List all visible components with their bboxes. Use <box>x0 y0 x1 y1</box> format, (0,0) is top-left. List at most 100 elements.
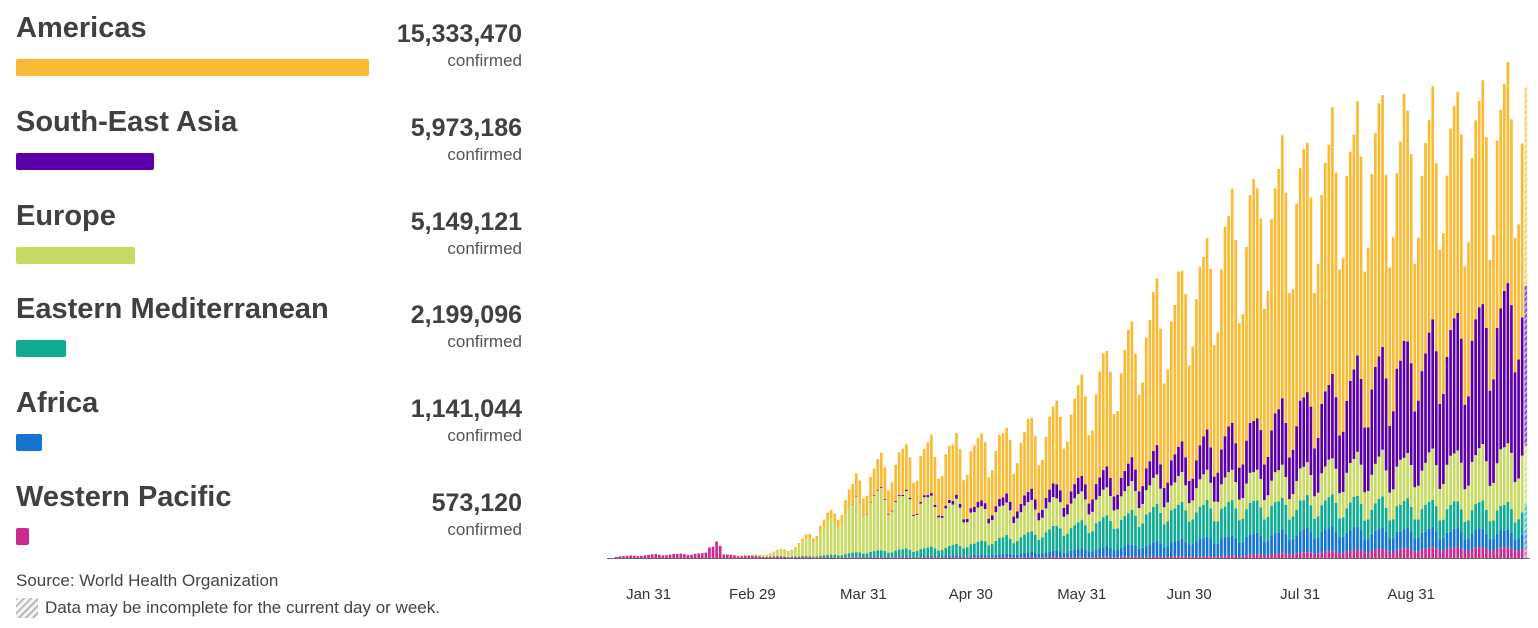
bar-segment <box>808 556 812 558</box>
bar-segment <box>1270 554 1273 558</box>
bar-segment <box>1377 456 1381 499</box>
bar-segment <box>858 557 862 558</box>
bar-segment <box>1098 477 1102 496</box>
bar-segment <box>951 444 955 501</box>
bar-segment <box>1130 556 1134 558</box>
bar-segment <box>1413 538 1417 552</box>
bar-segment <box>1284 553 1288 558</box>
bar-segment <box>933 556 937 558</box>
bar-segment <box>1345 400 1349 473</box>
bar-segment <box>1273 533 1277 555</box>
bar-segment <box>1012 554 1016 558</box>
bar-segment <box>1184 556 1187 558</box>
bar-segment <box>1091 551 1094 558</box>
bar-segment <box>1477 502 1481 529</box>
bar-segment <box>1248 422 1252 473</box>
bar-segment <box>1202 436 1205 475</box>
bar-segment <box>1366 490 1370 520</box>
bar-segment <box>1137 508 1141 527</box>
bar-segment <box>1159 512 1162 544</box>
bar-segment <box>811 556 815 558</box>
bar-segment <box>844 554 847 558</box>
bar-segment <box>1227 501 1230 537</box>
bar-segment <box>1076 549 1080 557</box>
bar-segment <box>905 557 908 558</box>
bar-segment <box>1069 550 1073 558</box>
bar-segment <box>1434 351 1438 466</box>
bar-segment <box>1241 542 1245 556</box>
bar-segment <box>801 556 804 557</box>
bar-segment <box>1291 538 1295 555</box>
bar-segment <box>1127 463 1130 487</box>
bar-segment <box>1155 445 1159 475</box>
bar-segment <box>1327 528 1331 552</box>
bar-segment <box>962 556 965 558</box>
bar-segment <box>1502 447 1506 505</box>
bar-segment <box>1066 514 1069 534</box>
bar-segment <box>1431 86 1435 320</box>
bar-segment <box>1323 162 1327 392</box>
bar-segment <box>1488 538 1492 552</box>
bar-segment <box>783 549 786 551</box>
bar-segment <box>654 554 658 558</box>
bar-segment <box>1316 553 1320 558</box>
bar-segment <box>1334 397 1338 469</box>
bar-segment <box>1291 288 1295 450</box>
bar-segment <box>801 556 804 558</box>
bar-segment <box>1094 549 1098 557</box>
bar-segment <box>872 495 876 496</box>
bar-segment <box>1363 271 1366 428</box>
bar-segment <box>1148 485 1152 513</box>
bar-segment <box>915 550 919 557</box>
region-name: Europe <box>16 199 116 232</box>
bar-segment <box>1030 531 1034 552</box>
bar-segment <box>1076 556 1080 558</box>
bar-segment <box>1220 538 1223 557</box>
bar-segment <box>947 555 951 558</box>
bar-segment <box>1180 538 1184 557</box>
bar-segment <box>879 452 883 487</box>
bar-segment <box>1220 449 1223 485</box>
bar-segment <box>1234 555 1238 558</box>
bar-segment <box>1273 502 1277 534</box>
bar-segment <box>983 555 987 558</box>
region-share-bar <box>16 527 30 545</box>
bar-segment <box>980 433 983 501</box>
bar-segment <box>947 446 951 500</box>
bar-segment <box>1076 477 1080 494</box>
bar-segment <box>1302 149 1306 398</box>
bar-segment <box>1177 504 1180 541</box>
bar-segment <box>1037 512 1041 521</box>
bar-segment <box>1284 423 1288 478</box>
bar-segment <box>811 541 815 557</box>
bar-segment <box>1295 426 1298 482</box>
bar-segment <box>955 494 958 499</box>
bar-segment <box>815 540 819 557</box>
bar-segment <box>1209 447 1213 483</box>
bar-segment <box>1295 203 1298 427</box>
bar-segment <box>1084 549 1087 557</box>
bar-segment <box>1431 546 1435 558</box>
bar-segment <box>747 554 751 556</box>
bar-segment <box>1388 425 1392 493</box>
bar-segment <box>1109 520 1112 548</box>
bar-segment <box>998 434 1001 499</box>
bar-segment <box>1456 91 1460 313</box>
bar-segment <box>905 556 908 558</box>
bar-segment <box>922 497 926 549</box>
incomplete-day-hatch <box>1524 86 1528 558</box>
bar-segment <box>1144 468 1148 491</box>
bar-segment <box>1409 465 1413 507</box>
bar-segment <box>987 518 991 524</box>
bar-segment <box>1495 533 1499 549</box>
bar-segment <box>1220 556 1223 558</box>
bar-segment <box>994 557 998 558</box>
bar-segment <box>1302 552 1306 558</box>
bar-segment <box>1395 531 1399 550</box>
bar-segment <box>679 553 683 558</box>
bar-segment <box>1105 515 1109 547</box>
bar-segment <box>1112 550 1116 558</box>
bar-segment <box>1202 504 1205 539</box>
bar-segment <box>933 504 937 507</box>
bar-segment <box>894 557 897 558</box>
